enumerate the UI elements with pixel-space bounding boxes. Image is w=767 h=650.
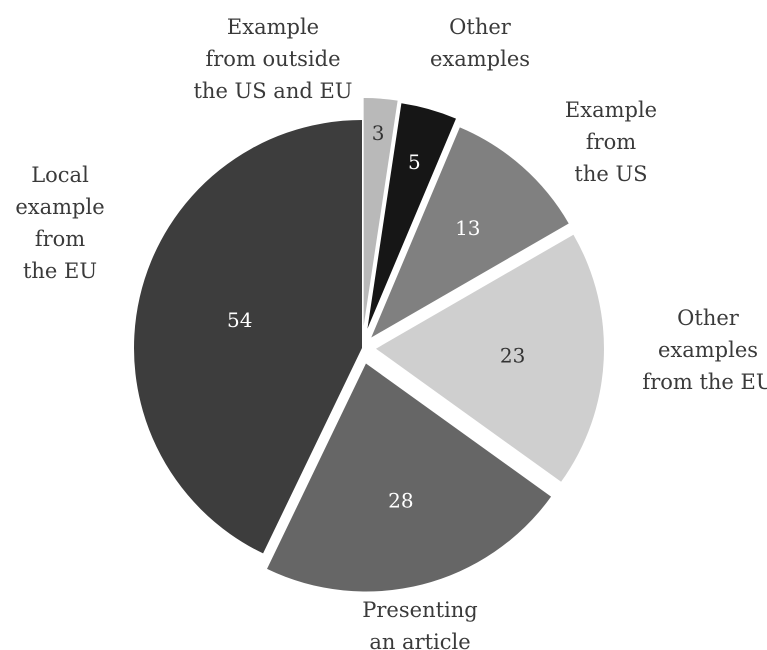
slice-value-label: 54: [227, 308, 252, 332]
slice-category-label: Example from outside the US and EU: [193, 15, 352, 103]
slice-value-label: 28: [388, 488, 413, 512]
slice-category-label: Local example from the EU: [15, 163, 104, 283]
slice-value-label: 23: [500, 344, 525, 368]
slice-category-label: Other examples from the EU: [642, 306, 767, 394]
slice-category-label: Presenting an article: [362, 598, 477, 650]
slice-value-label: 3: [372, 121, 385, 145]
slice-value-label: 13: [455, 216, 480, 240]
slice-value-label: 5: [408, 150, 421, 174]
slice-category-label: Other examples: [430, 15, 530, 71]
slice-category-label: Example from the US: [565, 98, 657, 186]
